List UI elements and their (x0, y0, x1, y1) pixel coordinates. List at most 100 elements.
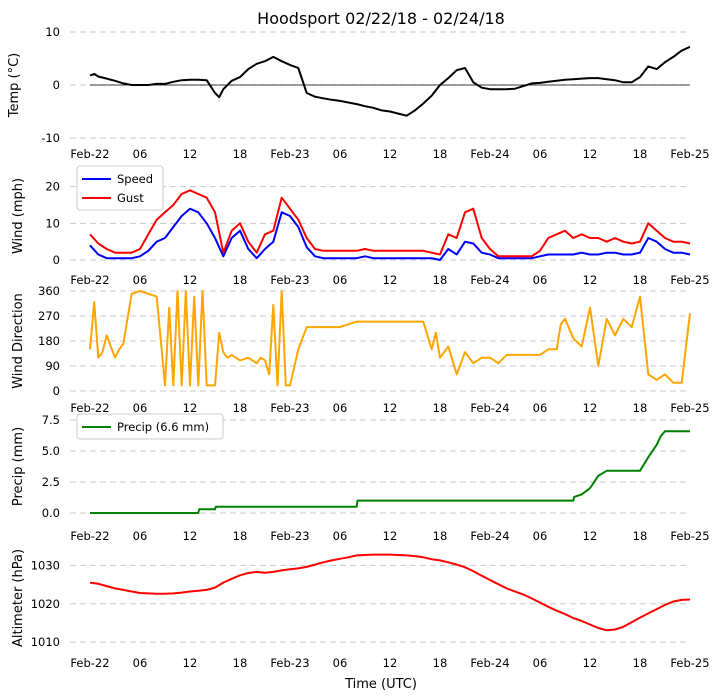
altimeter-xtick-label: Feb-25 (670, 656, 709, 670)
temp-xtick-label: Feb-23 (270, 147, 309, 161)
temp-ytick-label: 10 (45, 25, 60, 39)
direction-xtick-label: 18 (633, 401, 648, 415)
wind-series-speed (89, 207, 691, 261)
direction-ytick-label: 360 (38, 284, 60, 298)
temp-xtick-label: 18 (233, 147, 248, 161)
temp-xtick-label: Feb-22 (70, 147, 109, 161)
temp-ylabel: Temp (°C) (7, 53, 22, 119)
direction-ytick-label: 270 (38, 309, 60, 323)
temp-xtick-label: 06 (333, 147, 348, 161)
precip-legend-box (76, 413, 224, 440)
precip-panel: 7.5 5.0 2.5 0.0 Feb-22 06 12 18 Feb-23 06 12 18 Feb-… (11, 413, 710, 543)
wind-xtick-label: Feb-25 (670, 273, 709, 287)
altimeter-xtick-label: Feb-23 (270, 656, 309, 670)
direction-ylabel: Wind Direction (11, 293, 26, 389)
precip-ytick-label: 5.0 (42, 444, 60, 458)
wind-xtick-label: 12 (583, 273, 598, 287)
precip-ytick-label: 2.5 (42, 475, 60, 489)
direction-ytick-label: 90 (45, 359, 60, 373)
precip-series-precip (90, 430, 690, 514)
direction-xtick-label: 06 (333, 401, 348, 415)
temp-xtick-label: 06 (133, 147, 148, 161)
altimeter-xtick-label: 12 (383, 656, 398, 670)
wind-xtick-label: Feb-22 (70, 273, 109, 287)
precip-xtick-label: Feb-24 (470, 529, 509, 543)
precip-ylabel: Precip (mm) (11, 427, 26, 506)
temp-ytick-label: -10 (41, 131, 60, 145)
direction-ytick-label: 180 (38, 334, 60, 348)
wind-ytick-label: 20 (45, 180, 60, 194)
wind-xtick-label: 18 (233, 273, 248, 287)
wind-xtick-label: 12 (383, 273, 398, 287)
wind-xtick-label: 12 (183, 273, 198, 287)
altimeter-xtick-label: 06 (133, 656, 148, 670)
wind-xtick-label: 18 (633, 273, 648, 287)
precip-xtick-label: Feb-22 (70, 529, 109, 543)
wind-legend: Speed Gust (76, 165, 164, 211)
temp-xtick-label: 18 (633, 147, 648, 161)
temp-xtick-label: 18 (433, 147, 448, 161)
altimeter-panel: 1030 1020 1010 Feb-22 06 12 18 Feb-23 06 12 18 Feb-… (11, 549, 710, 670)
direction-xtick-label: 18 (433, 401, 448, 415)
precip-xtick-label: 12 (383, 529, 398, 543)
direction-xtick-label: 12 (583, 401, 598, 415)
wind-legend-label: Gust (117, 191, 144, 205)
direction-xtick-label: 12 (383, 401, 398, 415)
altimeter-xtick-label: 18 (633, 656, 648, 670)
wind-series-gust (89, 189, 691, 258)
altimeter-series-altimeter (89, 553, 691, 632)
altimeter-ytick-label: 1020 (31, 597, 60, 611)
wind-xtick-label: 06 (333, 273, 348, 287)
direction-xtick-label: 18 (233, 401, 248, 415)
precip-xtick-label: 06 (533, 529, 548, 543)
precip-ytick-label: 0.0 (42, 506, 60, 520)
direction-xtick-label: Feb-22 (70, 401, 109, 415)
wind-xtick-label: 06 (533, 273, 548, 287)
altimeter-xtick-label: 12 (583, 656, 598, 670)
direction-series-direction (89, 290, 691, 387)
precip-xtick-label: 06 (133, 529, 148, 543)
precip-ytick-label: 7.5 (42, 413, 60, 427)
altimeter-xtick-label: 18 (233, 656, 248, 670)
temp-ytick-label: 0 (53, 78, 60, 92)
temp-xtick-label: 12 (583, 147, 598, 161)
direction-xtick-label: 06 (533, 401, 548, 415)
temp-xtick-label: Feb-24 (470, 147, 509, 161)
precip-xtick-label: 18 (633, 529, 648, 543)
altimeter-xtick-label: 06 (333, 656, 348, 670)
panels: 10 0 -10 Feb-22 06 12 18 Feb-23 06 12 18 Feb-24 06 12… (7, 25, 710, 670)
temp-xtick-label: Feb-25 (670, 147, 709, 161)
precip-xtick-label: Feb-23 (270, 529, 309, 543)
wind-xtick-label: Feb-23 (270, 273, 309, 287)
altimeter-xtick-label: Feb-24 (470, 656, 509, 670)
wind-ytick-label: 0 (53, 253, 60, 267)
precip-xtick-label: 12 (183, 529, 198, 543)
x-axis-label: Time (UTC) (344, 677, 417, 692)
temp-xtick-label: 12 (183, 147, 198, 161)
temp-xtick-label: 06 (533, 147, 548, 161)
wind-legend-label: Speed (117, 172, 153, 186)
temp-panel: 10 0 -10 Feb-22 06 12 18 Feb-23 06 12 18 Feb-24 06 12… (7, 25, 710, 161)
precip-xtick-label: 06 (333, 529, 348, 543)
precip-legend-label: Precip (6.6 mm) (117, 420, 209, 434)
wind-ylabel: Wind (mph) (11, 178, 26, 254)
chart-title: Hoodsport 02/22/18 - 02/24/18 (257, 9, 505, 28)
temp-xtick-label: 12 (383, 147, 398, 161)
direction-xtick-label: Feb-24 (470, 401, 509, 415)
direction-xtick-label: Feb-25 (670, 401, 709, 415)
direction-xtick-label: 06 (133, 401, 148, 415)
precip-xtick-label: 18 (233, 529, 248, 543)
wind-xtick-label: 18 (433, 273, 448, 287)
precip-xtick-label: Feb-25 (670, 529, 709, 543)
altimeter-xtick-label: Feb-22 (70, 656, 109, 670)
precip-xtick-label: 12 (583, 529, 598, 543)
direction-xtick-label: 12 (183, 401, 198, 415)
direction-panel: 360 270 180 90 0 Feb-22 06 12 18 Feb-23 06 12 18 Feb-… (11, 284, 710, 415)
altimeter-xtick-label: 06 (533, 656, 548, 670)
altimeter-xtick-label: 18 (433, 656, 448, 670)
wind-ytick-label: 10 (45, 216, 60, 230)
direction-xtick-label: Feb-23 (270, 401, 309, 415)
wind-panel: 20 10 0 Feb-22 06 12 18 Feb-23 06 12 18 Feb-24 06 12 1… (11, 165, 710, 287)
altimeter-ylabel: Altimeter (hPa) (11, 549, 26, 647)
